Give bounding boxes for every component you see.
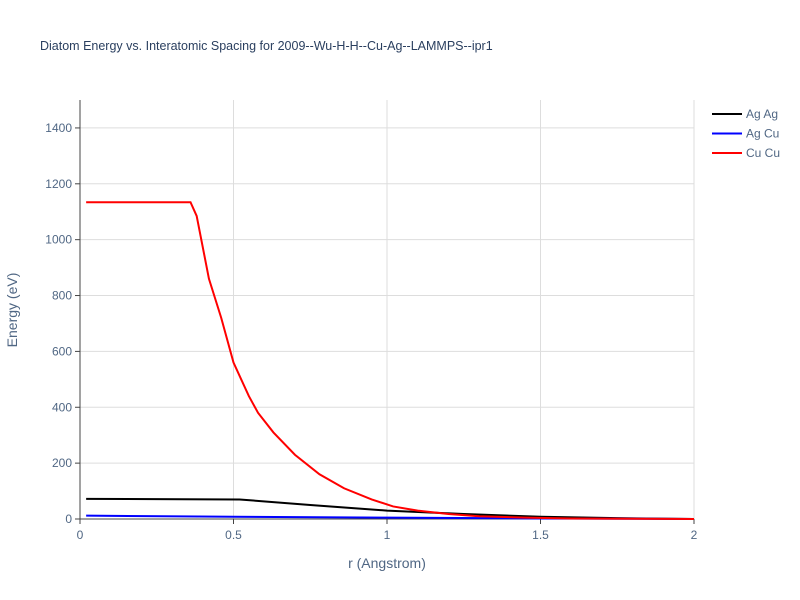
y-tick-label: 0 (65, 512, 72, 526)
y-tick-label: 1400 (45, 121, 72, 135)
legend-label: Ag Ag (746, 107, 778, 121)
y-tick-label: 200 (52, 456, 72, 470)
y-tick-label: 800 (52, 289, 72, 303)
y-tick-label: 1000 (45, 233, 72, 247)
x-tick-label: 0 (77, 528, 84, 542)
x-tick-label: 1 (384, 528, 391, 542)
y-tick-label: 600 (52, 344, 72, 358)
x-axis-title: r (Angstrom) (348, 555, 426, 571)
legend-label: Ag Cu (746, 127, 779, 141)
y-tick-label: 1200 (45, 177, 72, 191)
y-axis-title: Energy (eV) (4, 273, 20, 348)
y-tick-label: 400 (52, 400, 72, 414)
legend-label: Cu Cu (746, 146, 780, 160)
chart-title: Diatom Energy vs. Interatomic Spacing fo… (40, 39, 493, 53)
x-tick-label: 1.5 (532, 528, 549, 542)
x-tick-label: 2 (691, 528, 698, 542)
x-tick-label: 0.5 (225, 528, 242, 542)
series-line (86, 201, 695, 520)
